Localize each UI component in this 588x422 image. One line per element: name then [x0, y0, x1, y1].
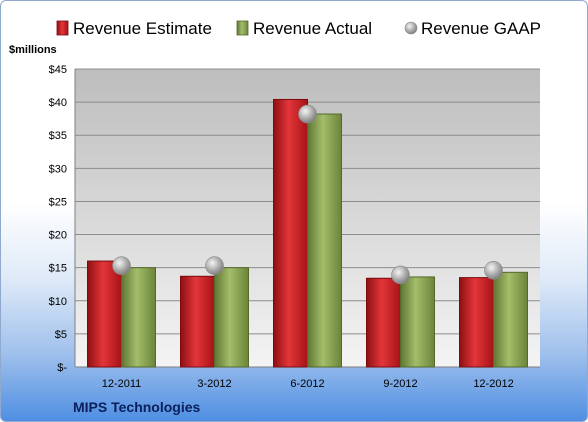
- gaap-markers: [112, 104, 503, 285]
- y-tick-label: $-: [57, 362, 67, 374]
- bar-revenue-actual: [400, 276, 435, 368]
- marker-revenue-gaap: [298, 104, 317, 124]
- marker-revenue-gaap: [205, 256, 224, 275]
- y-tick-label: $20: [49, 230, 67, 242]
- bar-revenue-estimate: [87, 260, 122, 368]
- x-tick-label: 9-2012: [383, 378, 417, 390]
- company-name: MIPS Technologies: [73, 399, 201, 415]
- y-tick-label: $40: [49, 97, 67, 109]
- y-axis-unit-label: $millions: [9, 44, 57, 56]
- legend: Revenue Estimate Revenue Actual Revenue GA…: [56, 19, 541, 38]
- bar-revenue-estimate: [366, 277, 401, 368]
- x-tick-label: 3-2012: [197, 378, 231, 390]
- y-tick-label: $30: [49, 163, 67, 175]
- marker-revenue-gaap: [112, 256, 131, 275]
- legend-swatch: [56, 20, 69, 36]
- legend-label: Revenue Estimate: [73, 19, 212, 38]
- y-tick-label: $45: [49, 64, 67, 76]
- y-tick-label: $10: [49, 296, 67, 308]
- bar-revenue-estimate: [180, 275, 215, 368]
- x-tick-label: 12-2011: [102, 378, 142, 390]
- x-tick-label: 6-2012: [290, 378, 324, 390]
- x-tick-label: 12-2012: [473, 378, 513, 390]
- bar-revenue-estimate: [273, 98, 308, 368]
- y-tick-label: $5: [55, 329, 67, 341]
- y-tick-label: $15: [49, 263, 67, 275]
- y-axis-ticks: $- $5 $10 $15 $20 $25 $30 $35 $40 $45: [49, 64, 68, 374]
- bar-revenue-actual: [493, 271, 528, 368]
- legend-label: Revenue Actual: [253, 19, 372, 38]
- bar-revenue-actual: [307, 113, 342, 368]
- bar-revenue-actual: [214, 267, 249, 368]
- legend-swatch: [404, 21, 418, 35]
- x-axis-labels: 12-2011 3-2012 6-2012 9-2012 12-2012: [102, 378, 514, 390]
- y-tick-label: $25: [49, 196, 67, 208]
- bar-revenue-actual: [121, 267, 156, 368]
- bars: [87, 98, 528, 368]
- marker-revenue-gaap: [391, 265, 410, 285]
- legend-swatch: [236, 20, 249, 36]
- y-tick-label: $35: [49, 130, 67, 142]
- legend-label: Revenue GAAP: [421, 19, 541, 38]
- bar-revenue-estimate: [459, 277, 494, 368]
- marker-revenue-gaap: [484, 261, 503, 280]
